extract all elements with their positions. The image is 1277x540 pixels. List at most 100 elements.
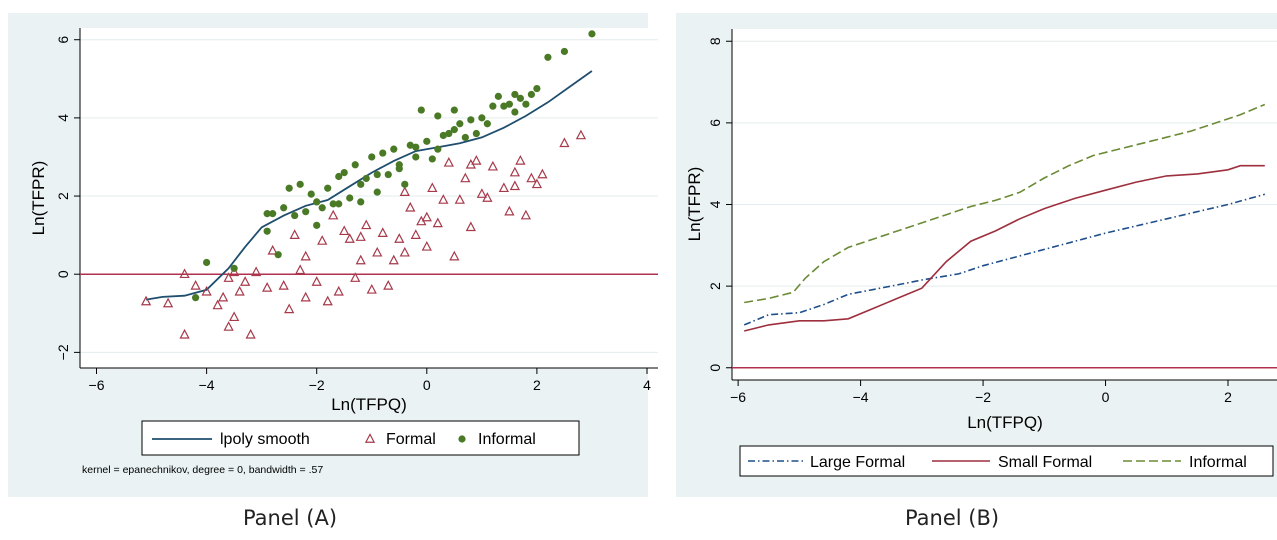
point-informal	[423, 137, 431, 145]
point-formal	[212, 299, 223, 310]
point-formal	[465, 158, 476, 169]
point-informal	[203, 258, 211, 267]
point-informal	[357, 180, 365, 188]
point-formal	[443, 156, 454, 167]
panel-a-legend-box	[141, 420, 580, 456]
point-informal	[373, 188, 381, 196]
point-informal	[483, 120, 491, 128]
panel-a-y-axis-label: Ln(TFPR)	[29, 161, 48, 236]
point-informal	[417, 106, 425, 114]
point-formal	[355, 254, 366, 265]
point-formal	[355, 231, 366, 241]
point-informal	[390, 145, 398, 153]
point-formal	[344, 233, 355, 243]
point-informal	[412, 143, 420, 151]
point-informal	[533, 84, 541, 93]
x-tick-label: −6	[89, 377, 105, 393]
point-informal	[527, 90, 535, 99]
y-tick-label: 0	[707, 364, 723, 372]
point-informal	[450, 126, 458, 134]
panel-a-legend: lpoly smooth Formal Informal	[141, 420, 580, 456]
legend-symbol-formal	[364, 433, 376, 443]
point-formal	[509, 166, 521, 177]
point-formal	[228, 266, 240, 277]
point-formal	[531, 178, 543, 189]
legend-label-informal: Informal	[478, 431, 536, 448]
legend-label-small-formal: Small Formal	[998, 454, 1092, 471]
x-tick-label: 0	[423, 377, 431, 393]
point-formal	[300, 291, 311, 302]
point-informal	[467, 116, 475, 124]
x-tick-label: 4	[643, 377, 651, 393]
point-formal	[140, 295, 152, 306]
point-formal	[454, 194, 465, 204]
x-tick-label: 0	[1102, 389, 1110, 405]
panel-b-x-axis-label: Ln(TFPQ)	[967, 413, 1043, 432]
point-formal	[410, 229, 421, 239]
point-informal	[280, 204, 288, 212]
point-informal	[456, 120, 464, 128]
y-tick-label: 4	[707, 200, 723, 208]
point-formal	[388, 254, 399, 265]
point-formal	[377, 227, 388, 237]
legend-label-formal: Formal	[386, 431, 436, 448]
point-formal	[438, 194, 449, 204]
point-formal	[504, 205, 515, 216]
point-informal	[489, 102, 497, 110]
point-formal	[300, 250, 311, 261]
point-informal	[472, 129, 480, 138]
point-formal	[498, 182, 510, 193]
point-formal	[460, 172, 471, 183]
point-informal	[439, 131, 447, 140]
point-informal	[373, 170, 381, 179]
point-informal	[192, 294, 200, 302]
point-formal	[487, 160, 498, 171]
point-informal	[395, 161, 403, 169]
point-informal	[340, 168, 348, 177]
point-formal	[234, 285, 245, 296]
point-formal	[515, 154, 526, 165]
point-informal	[335, 172, 343, 181]
point-formal	[520, 209, 532, 220]
point-informal	[307, 190, 315, 198]
point-informal	[302, 208, 310, 216]
point-formal	[251, 266, 262, 277]
point-formal	[228, 311, 240, 322]
series-line-small-formal	[744, 164, 1265, 332]
point-formal	[311, 276, 322, 286]
point-formal	[190, 280, 201, 290]
point-informal	[263, 227, 271, 235]
point-informal	[230, 264, 238, 272]
point-formal	[322, 295, 333, 306]
point-informal	[445, 129, 453, 138]
point-informal	[544, 53, 552, 61]
point-informal	[560, 47, 569, 56]
point-formal	[366, 283, 377, 294]
legend-symbol-informal	[458, 435, 466, 443]
point-informal	[313, 221, 321, 229]
point-informal	[318, 204, 326, 212]
panel-a-caption: Panel (A)	[242, 506, 338, 530]
panel-a-chart: −2 0 2 4 6 −6 −4 −2 0 2 4 Ln(TFPQ) Ln(TFPR) lpoly …	[29, 28, 658, 476]
panel-b-chart: 0 2 4 6 8 −6 −4 −2 0 2 Ln(TFPQ) Ln(TFPR) Large Fo…	[685, 29, 1277, 477]
panel-a-marks	[140, 30, 596, 339]
point-informal	[357, 198, 365, 206]
point-informal	[588, 30, 596, 38]
point-formal	[405, 201, 416, 212]
series-line-large-formal	[743, 193, 1266, 326]
point-formal	[201, 285, 212, 296]
point-informal	[313, 198, 321, 206]
point-informal	[351, 161, 359, 169]
panel-b-y-axis-label: Ln(TFPR)	[685, 167, 704, 242]
x-tick-label: 2	[1224, 389, 1232, 405]
y-tick-label: 8	[707, 37, 723, 45]
panel-a-plot-area	[80, 28, 658, 368]
x-tick-label: −4	[199, 377, 215, 393]
y-tick-label: 2	[707, 282, 723, 290]
point-formal	[350, 272, 361, 282]
point-informal	[500, 102, 508, 110]
point-formal	[449, 250, 460, 261]
point-informal	[450, 106, 458, 114]
point-informal	[296, 180, 304, 188]
